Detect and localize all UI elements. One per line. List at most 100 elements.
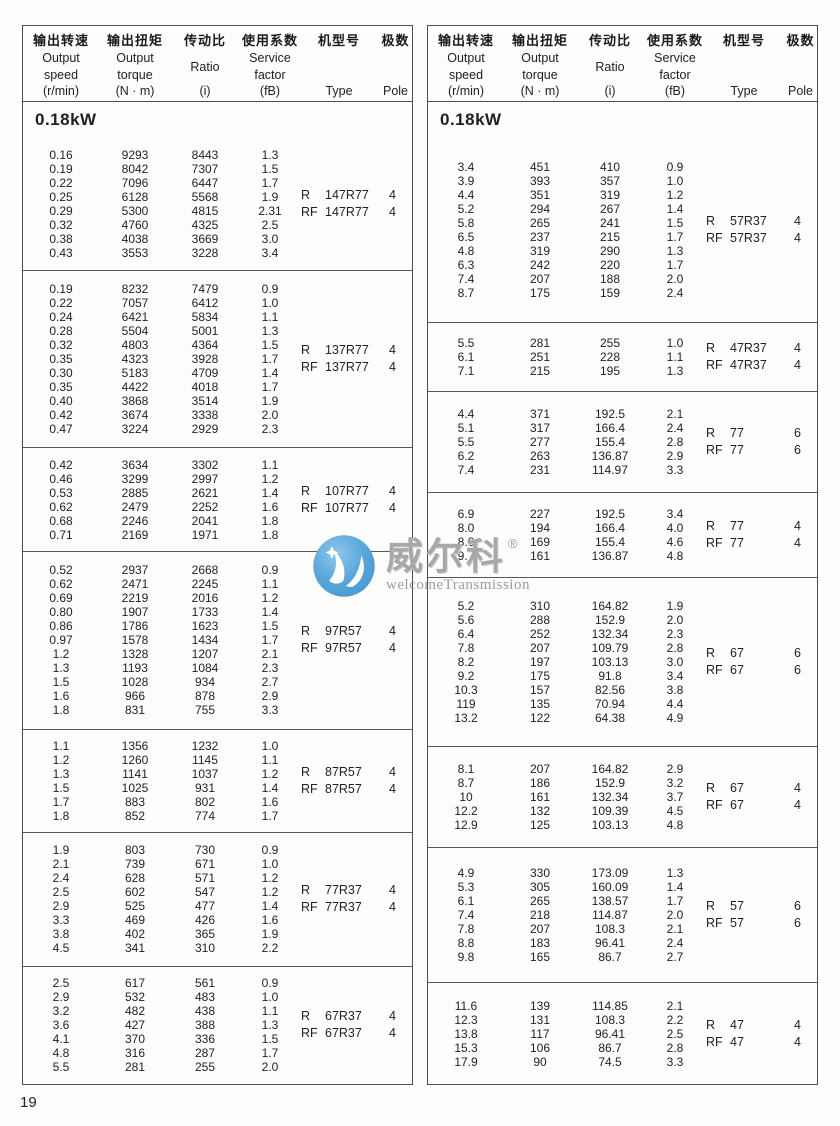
cell-ratio: 1733	[191, 605, 219, 620]
cell-ratio: 1207	[191, 647, 219, 662]
cell-ratio: 160.09	[591, 880, 629, 895]
cell-ratio: 108.3	[594, 922, 626, 937]
table-row: 5.8 265 241 1.5	[428, 216, 817, 230]
cell-output-speed: 1.7	[52, 794, 70, 809]
cell-ratio: 2252	[191, 499, 219, 514]
cell-output-speed: 1.3	[52, 766, 70, 781]
header-label-en: factor	[659, 67, 691, 82]
cell-service-factor: 1.7	[261, 380, 279, 395]
table-row: 7.4 207 188 2.0	[428, 272, 817, 286]
table-row: 7.8 207 109.79 2.8	[428, 641, 817, 655]
cell-output-speed: 5.3	[457, 880, 475, 895]
cell-service-factor: 1.9	[666, 598, 684, 613]
table-row: 0.53 2885 2621 1.4	[23, 486, 412, 500]
type-row: R 67 6	[706, 645, 811, 662]
cell-output-torque: 393	[529, 174, 551, 189]
cell-output-speed: 0.24	[49, 310, 73, 325]
cell-output-speed: 6.1	[457, 349, 475, 364]
cell-output-torque: 242	[529, 258, 551, 273]
gear-series-prefix: RF	[301, 500, 318, 515]
gear-model: 147R77	[325, 205, 369, 220]
cell-output-speed: 7.8	[457, 922, 475, 937]
type-row: R 97R57 4	[301, 623, 406, 640]
cell-service-factor: 1.2	[261, 471, 279, 486]
gear-model: 57	[730, 899, 744, 914]
header-label-en: Output	[42, 51, 80, 66]
cell-output-speed: 3.9	[457, 174, 475, 189]
cell-output-speed: 0.71	[49, 527, 73, 542]
column-header-1: 输出扭矩 Output torque (N · m)	[504, 30, 576, 98]
cell-output-torque: 628	[124, 871, 146, 886]
gear-model: 47R37	[730, 357, 767, 372]
cell-output-speed: 5.5	[457, 434, 475, 449]
cell-service-factor: 1.5	[261, 162, 279, 177]
cell-output-torque: 2937	[121, 563, 149, 578]
cell-service-factor: 2.9	[666, 448, 684, 463]
cell-output-torque: 157	[529, 682, 551, 697]
header-label-en: Service	[249, 51, 291, 66]
table-row: 3.3 469 426 1.6	[23, 913, 412, 927]
header-label-en: Output	[116, 51, 154, 66]
cell-output-speed: 0.52	[49, 563, 73, 578]
cell-ratio: 6412	[191, 296, 219, 311]
gear-series-prefix: RF	[706, 536, 723, 551]
header-label-zh: 机型号	[317, 33, 360, 48]
cell-service-factor: 3.2	[666, 775, 684, 790]
cell-service-factor: 2.4	[666, 420, 684, 435]
cell-service-factor: 4.9	[666, 710, 684, 725]
cell-service-factor: 2.7	[666, 950, 684, 965]
cell-service-factor: 1.0	[261, 296, 279, 311]
cell-ratio: 220	[599, 258, 621, 273]
cell-ratio: 3302	[191, 457, 219, 472]
cell-output-speed: 4.4	[457, 406, 475, 421]
spec-block-4: 5.2 310 164.82 1.9 5.6 288 152.9 2.0 6.4 252 132.3…	[428, 576, 817, 746]
table-row: 5.5 277 155.4 2.8	[428, 435, 817, 449]
cell-service-factor: 2.0	[261, 1060, 279, 1075]
cell-service-factor: 2.4	[666, 286, 684, 301]
cell-output-torque: 370	[124, 1032, 146, 1047]
header-label-zh: 输出转速	[437, 33, 494, 48]
power-section-label: 0.18kW	[35, 110, 97, 129]
cell-output-torque: 252	[529, 626, 551, 641]
gear-series-prefix: R	[301, 343, 311, 358]
cell-ratio: 730	[194, 843, 216, 858]
cell-ratio: 774	[194, 808, 216, 823]
spec-block-6: 4.9 330 173.09 1.3 5.3 305 160.09 1.4 6.1 265 138.…	[428, 847, 817, 982]
cell-service-factor: 3.0	[261, 232, 279, 247]
cell-ratio: 173.09	[591, 866, 629, 881]
cell-service-factor: 3.3	[666, 462, 684, 477]
header-unit: Type	[325, 84, 353, 98]
type-row: R 77R37 4	[301, 882, 406, 899]
table-row: 8.2 197 103.13 3.0	[428, 655, 817, 669]
cell-output-torque: 161	[529, 549, 551, 564]
cell-service-factor: 1.0	[261, 738, 279, 753]
cell-ratio: 310	[194, 941, 216, 956]
cell-output-torque: 281	[124, 1060, 146, 1075]
cell-output-speed: 7.4	[457, 272, 475, 287]
cell-output-speed: 0.25	[49, 190, 73, 205]
spec-block-3: 6.9 227 192.5 3.4 8.0 194 166.4 4.0 8.6 169 155.4 4…	[428, 492, 817, 577]
cell-output-torque: 3299	[121, 471, 149, 486]
table-row: 0.80 1907 1733 1.4	[23, 605, 412, 619]
cell-ratio: 561	[194, 976, 216, 991]
type-pole-group: R 67 6 RF 67 6	[706, 645, 811, 679]
table-row: 8.0 194 166.4 4.0	[428, 521, 817, 535]
cell-ratio: 114.87	[592, 908, 628, 923]
power-section-label: 0.18kW	[440, 110, 502, 129]
table-header: 输出转速 Output speed (r/min) 输出扭矩 Output torque (N…	[428, 26, 817, 102]
pole-count: 4	[389, 624, 396, 639]
header-unit: Pole	[382, 84, 409, 98]
tables-container: 输出转速 Output speed (r/min) 输出扭矩 Output torque (N…	[22, 25, 818, 1085]
pole-count: 4	[794, 214, 801, 229]
cell-ratio: 152.9	[594, 612, 626, 627]
cell-output-torque: 90	[533, 1054, 547, 1069]
cell-service-factor: 1.3	[666, 244, 684, 259]
cell-service-factor: 1.7	[261, 808, 279, 823]
gear-model: 97R57	[325, 641, 362, 656]
type-row: RF 107R77 4	[301, 500, 406, 517]
header-label-en: torque	[522, 67, 558, 82]
cell-output-speed: 6.9	[457, 507, 475, 522]
table-row: 0.35 4422 4018 1.7	[23, 380, 412, 394]
header-label-zh: 传动比	[588, 33, 631, 48]
cell-service-factor: 3.0	[666, 654, 684, 669]
